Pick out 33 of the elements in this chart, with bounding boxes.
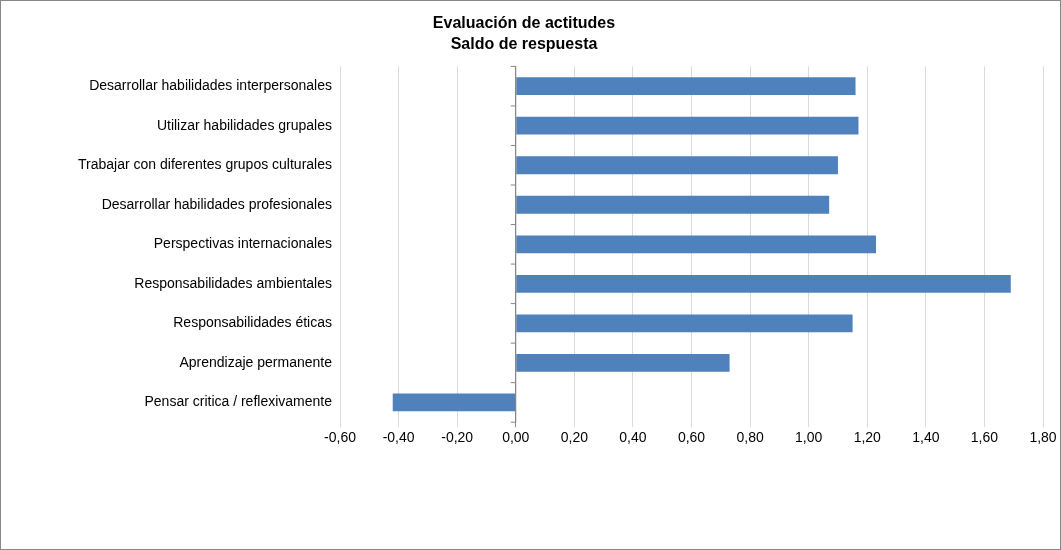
x-tick-label: 1,20 [853,429,882,446]
bar [392,393,516,412]
bar [516,235,877,254]
bar [516,156,838,175]
x-tick-label: -0,60 [324,429,357,446]
x-tick-label: -0,40 [382,429,415,446]
x-tick-label: 1,80 [1029,429,1057,446]
y-tick-label: Pensar critica / reflexivamente [144,393,333,410]
y-tick-label: Perspectivas internacionales [153,235,332,252]
bar [516,116,859,135]
y-tick-label: Desarrollar habilidades profesionales [101,195,332,212]
y-tick-label: Trabajar con diferentes grupos culturales [78,156,332,173]
x-tick-label: 0,40 [619,429,647,446]
x-tick-label: 0,20 [560,429,589,446]
x-tick-label: 0,00 [502,429,530,446]
x-tick-label: 1,60 [970,429,999,446]
y-tick-label: Responsabilidades éticas [173,314,332,331]
bar [516,77,856,96]
y-tick-label: Responsabilidades ambientales [134,274,332,291]
x-tick-label: 1,40 [912,429,940,446]
x-tick-label: 0,60 [677,429,706,446]
y-tick-label: Aprendizaje permanente [179,353,333,370]
bar [516,274,1011,293]
chart-title: Evaluación de actitudes [432,14,616,32]
y-tick-label: Utilizar habilidades grupales [156,116,332,133]
y-tick-label: Desarrollar habilidades interpersonales [89,77,332,94]
x-tick-label: 0,80 [736,429,764,446]
bar [516,314,853,333]
x-tick-label: -0,20 [441,429,474,446]
chart-subtitle: Saldo de respuesta [450,35,598,53]
bar [516,195,830,214]
bar [516,354,730,372]
x-tick-label: 1,00 [795,429,823,446]
